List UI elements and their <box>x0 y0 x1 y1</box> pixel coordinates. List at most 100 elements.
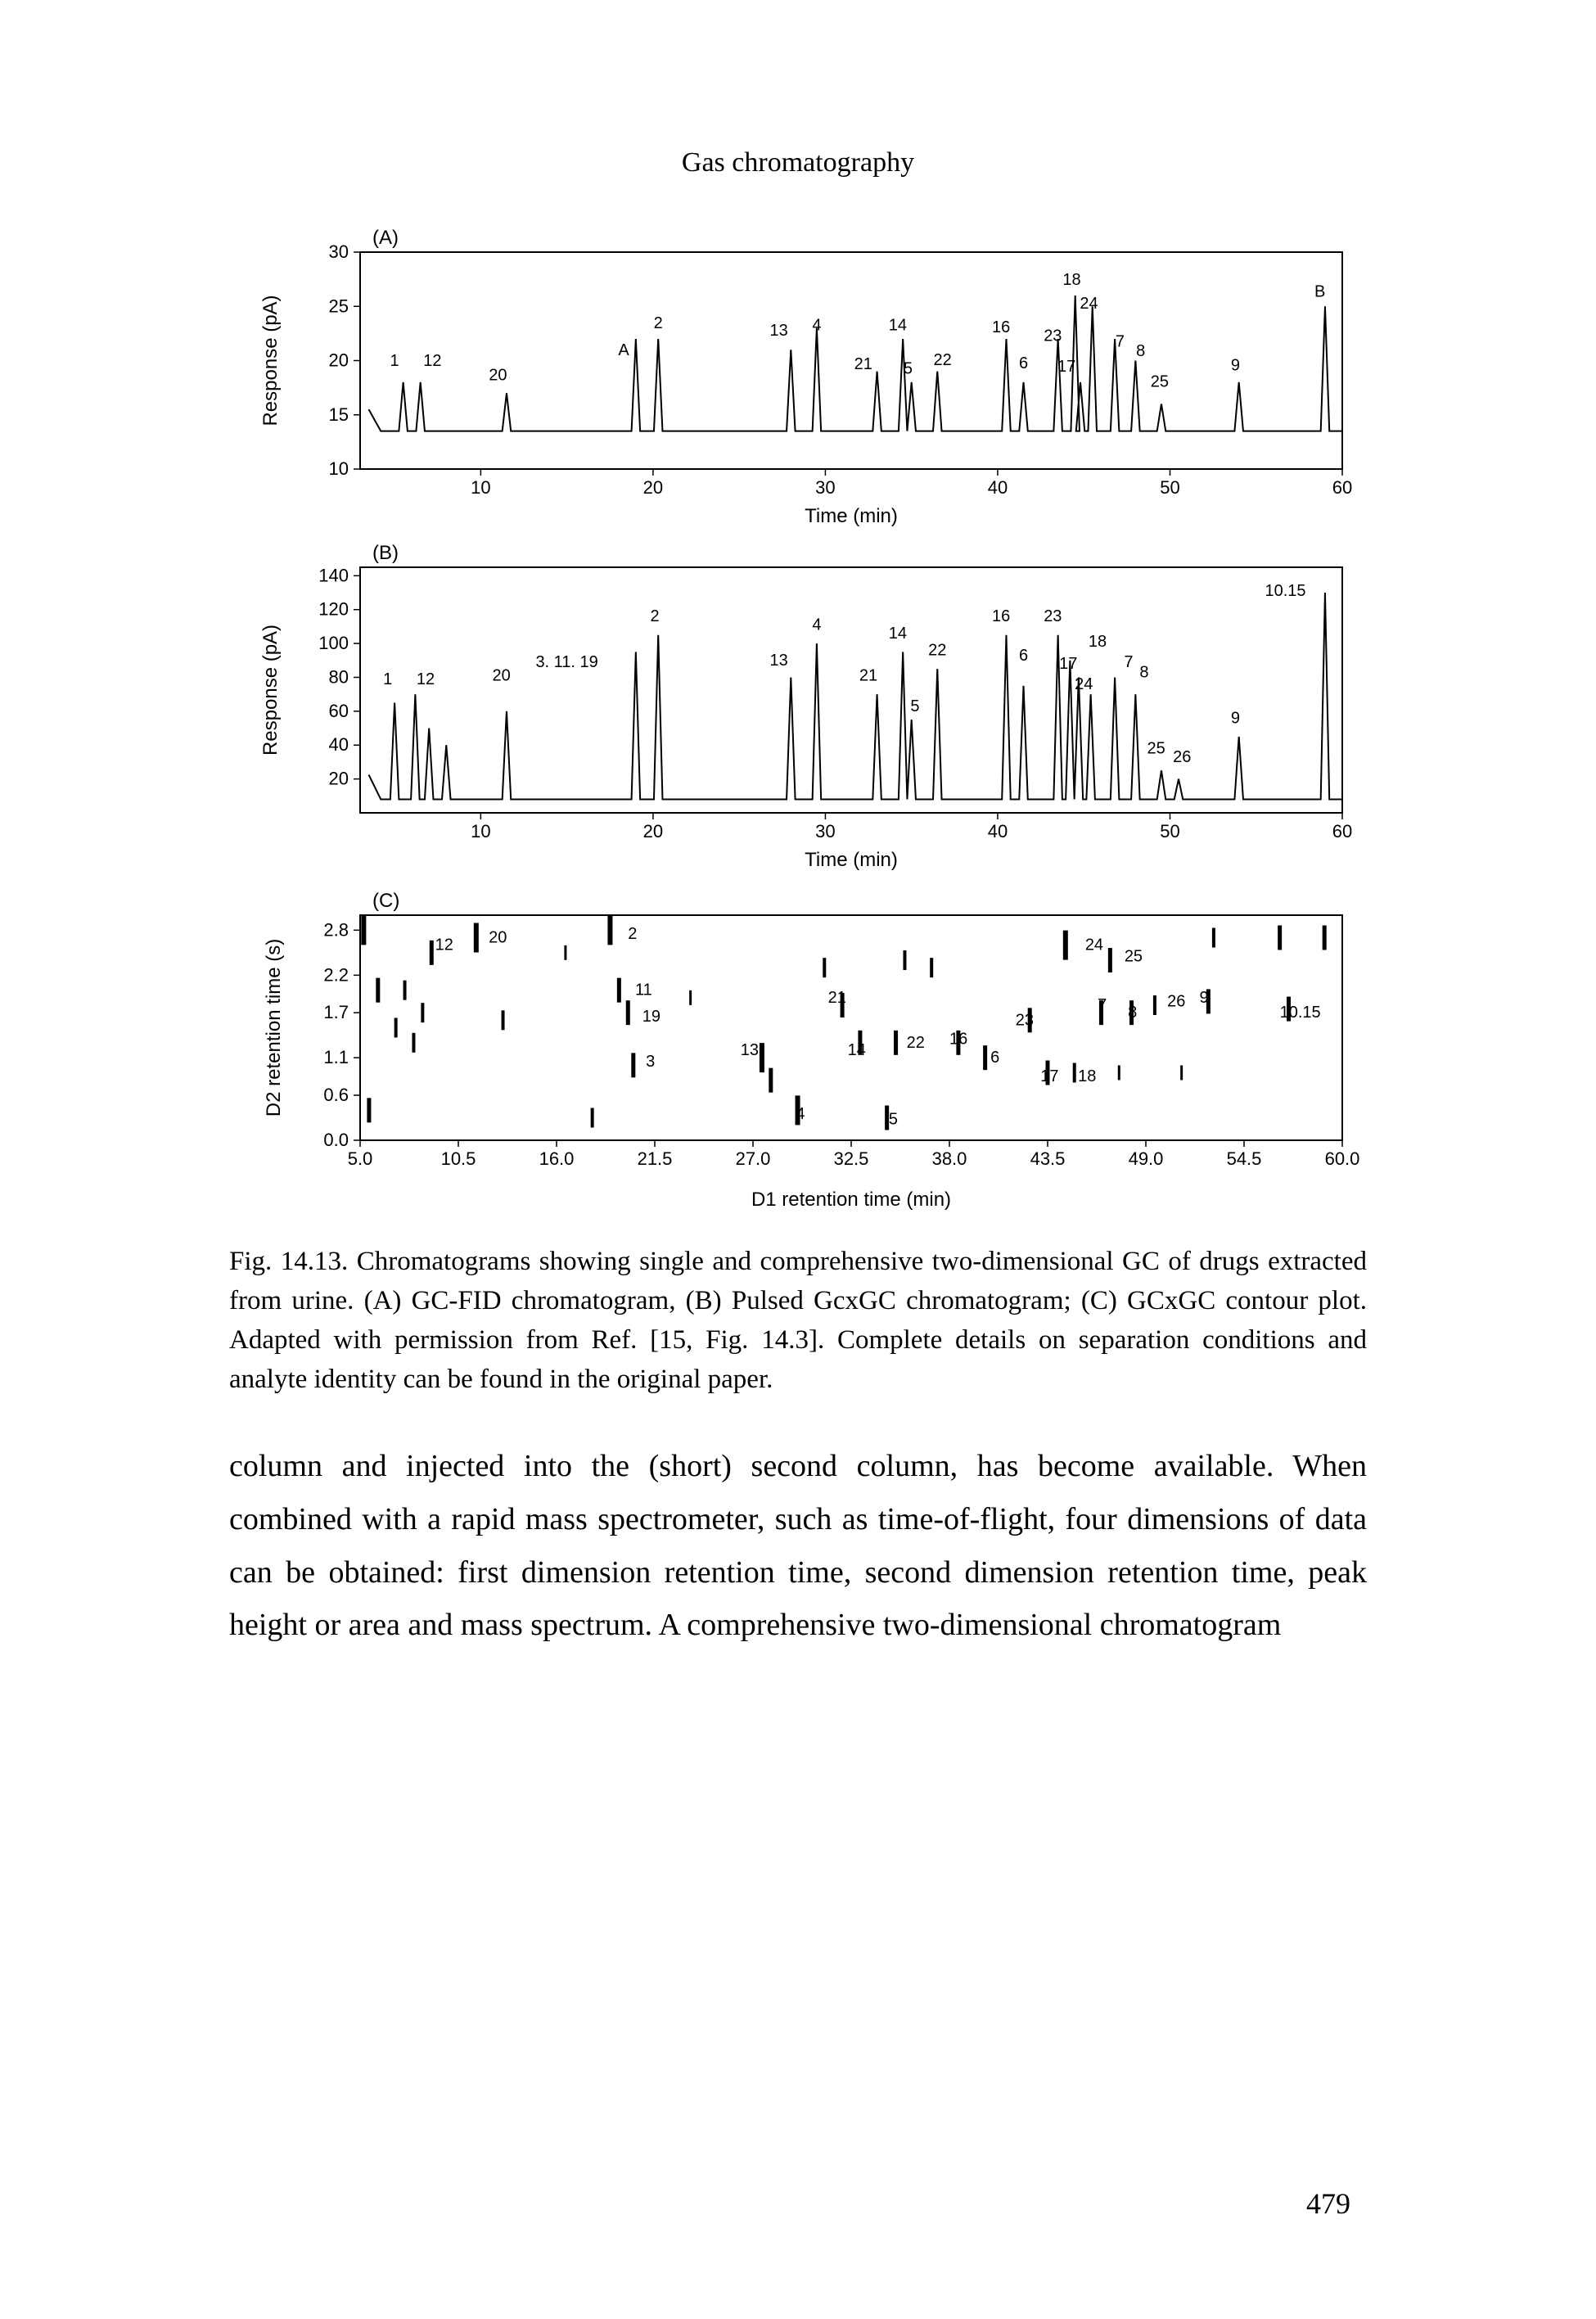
svg-text:38.0: 38.0 <box>932 1148 967 1169</box>
svg-text:5: 5 <box>904 359 913 377</box>
svg-text:12: 12 <box>417 670 435 688</box>
svg-text:2.2: 2.2 <box>323 964 349 985</box>
chart-panel-b: (B)20406080100120140102030405060Time (mi… <box>254 530 1367 874</box>
svg-text:16: 16 <box>949 1030 967 1048</box>
svg-text:140: 140 <box>318 565 349 585</box>
svg-text:17: 17 <box>1040 1067 1058 1085</box>
svg-text:25: 25 <box>1151 372 1169 390</box>
svg-text:6: 6 <box>990 1049 999 1067</box>
svg-text:5: 5 <box>910 697 919 715</box>
svg-text:10.15: 10.15 <box>1265 582 1305 600</box>
figure-caption: Fig. 14.13. Chromatograms showing single… <box>229 1243 1367 1399</box>
svg-text:Response (pA): Response (pA) <box>259 625 282 756</box>
svg-text:3. 11. 19: 3. 11. 19 <box>535 653 597 671</box>
chart-panel-a: (A)1015202530102030405060Time (min)Respo… <box>254 211 1367 530</box>
svg-text:21: 21 <box>828 989 846 1007</box>
svg-text:100: 100 <box>318 633 349 653</box>
svg-text:9: 9 <box>1231 356 1240 374</box>
svg-text:54.5: 54.5 <box>1227 1148 1262 1169</box>
svg-text:20: 20 <box>489 929 507 947</box>
svg-text:60: 60 <box>1332 821 1352 841</box>
svg-text:2: 2 <box>654 314 663 332</box>
svg-text:1.1: 1.1 <box>323 1047 349 1067</box>
svg-text:12: 12 <box>423 352 441 370</box>
svg-text:23: 23 <box>1044 607 1062 625</box>
svg-text:4: 4 <box>796 1105 805 1123</box>
svg-text:80: 80 <box>329 666 349 687</box>
page-number: 479 <box>1306 2186 1350 2221</box>
svg-text:20: 20 <box>329 350 349 371</box>
svg-text:40: 40 <box>988 821 1008 841</box>
svg-text:20: 20 <box>329 769 349 789</box>
svg-text:7: 7 <box>1098 996 1107 1014</box>
body-paragraph: column and injected into the (short) sec… <box>229 1440 1367 1651</box>
page: Gas chromatography (A)101520253010203040… <box>0 0 1596 2319</box>
svg-text:3: 3 <box>646 1053 655 1071</box>
svg-text:20: 20 <box>489 366 507 384</box>
svg-text:16.0: 16.0 <box>539 1148 575 1169</box>
svg-text:1: 1 <box>390 352 399 370</box>
svg-text:6: 6 <box>1019 354 1028 372</box>
svg-text:30: 30 <box>815 821 835 841</box>
svg-text:30: 30 <box>329 241 349 262</box>
svg-text:1.7: 1.7 <box>323 1002 349 1022</box>
svg-text:14: 14 <box>889 316 907 334</box>
svg-text:14: 14 <box>848 1041 866 1059</box>
svg-text:17: 17 <box>1059 655 1077 673</box>
svg-text:43.5: 43.5 <box>1030 1148 1066 1169</box>
svg-text:50: 50 <box>1160 821 1179 841</box>
svg-text:0.6: 0.6 <box>323 1085 349 1105</box>
running-head: Gas chromatography <box>229 147 1367 178</box>
figure-14-13: (A)1015202530102030405060Time (min)Respo… <box>229 211 1367 1399</box>
svg-text:20: 20 <box>493 667 511 685</box>
svg-text:25: 25 <box>1147 740 1165 758</box>
svg-text:23: 23 <box>1044 327 1062 345</box>
svg-text:0.0: 0.0 <box>323 1130 349 1150</box>
svg-text:20: 20 <box>643 477 663 498</box>
svg-text:13: 13 <box>769 322 787 340</box>
svg-text:25: 25 <box>329 296 349 316</box>
svg-text:16: 16 <box>992 318 1010 336</box>
svg-text:2: 2 <box>650 607 659 625</box>
svg-text:(A): (A) <box>372 227 399 249</box>
svg-text:19: 19 <box>642 1008 660 1026</box>
svg-text:22: 22 <box>928 642 946 660</box>
svg-text:10: 10 <box>329 458 349 479</box>
svg-text:22: 22 <box>933 351 951 369</box>
svg-text:5: 5 <box>889 1110 898 1128</box>
svg-text:15: 15 <box>329 404 349 425</box>
svg-text:20: 20 <box>643 821 663 841</box>
svg-text:7: 7 <box>1116 332 1125 350</box>
svg-text:7: 7 <box>1124 653 1133 671</box>
svg-text:26: 26 <box>1167 992 1185 1010</box>
svg-text:49.0: 49.0 <box>1129 1148 1164 1169</box>
svg-text:9: 9 <box>1199 989 1208 1007</box>
svg-text:120: 120 <box>318 599 349 620</box>
svg-text:2.8: 2.8 <box>323 919 349 940</box>
svg-text:26: 26 <box>1173 748 1191 766</box>
svg-text:5.0: 5.0 <box>348 1148 373 1169</box>
svg-text:8: 8 <box>1128 1004 1137 1022</box>
svg-text:13: 13 <box>741 1041 759 1059</box>
svg-text:10: 10 <box>471 477 490 498</box>
svg-text:16: 16 <box>992 607 1010 625</box>
svg-text:(C): (C) <box>372 890 399 912</box>
svg-text:24: 24 <box>1075 675 1093 693</box>
svg-text:32.5: 32.5 <box>834 1148 869 1169</box>
svg-text:Time (min): Time (min) <box>805 849 898 871</box>
svg-text:23: 23 <box>1016 1011 1034 1029</box>
svg-text:Time (min): Time (min) <box>805 505 898 527</box>
svg-text:24: 24 <box>1080 295 1098 313</box>
svg-text:10: 10 <box>471 821 490 841</box>
svg-text:40: 40 <box>988 477 1008 498</box>
svg-text:B: B <box>1314 282 1325 300</box>
svg-text:8: 8 <box>1136 342 1145 360</box>
svg-text:18: 18 <box>1078 1067 1096 1085</box>
svg-text:17: 17 <box>1057 358 1075 376</box>
svg-text:50: 50 <box>1160 477 1179 498</box>
svg-text:A: A <box>618 341 629 359</box>
svg-text:4: 4 <box>812 616 821 634</box>
svg-text:14: 14 <box>889 625 907 643</box>
svg-text:21: 21 <box>854 355 872 373</box>
svg-text:24: 24 <box>1085 936 1103 954</box>
